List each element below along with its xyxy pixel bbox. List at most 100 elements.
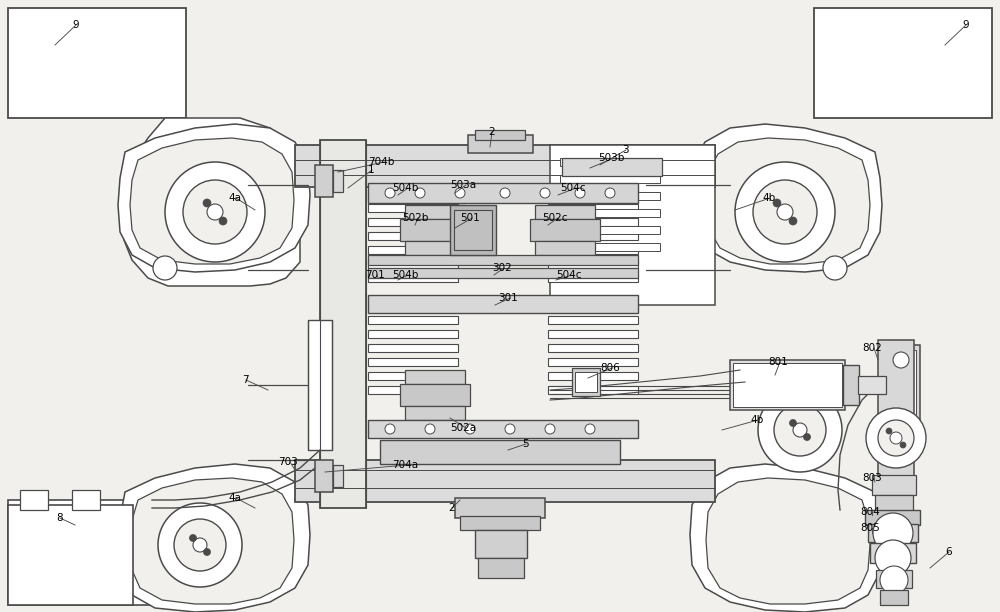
Circle shape [465, 424, 475, 434]
Bar [475, 530, 527, 558]
Circle shape [193, 538, 207, 552]
Text: 804: 804 [860, 507, 880, 517]
Text: 5: 5 [522, 439, 529, 449]
Bar [320, 140, 366, 508]
Bar [368, 330, 458, 338]
Text: 504c: 504c [556, 270, 582, 280]
Bar [405, 241, 465, 255]
Bar [368, 358, 458, 366]
Bar [72, 490, 100, 510]
Text: 6: 6 [945, 547, 952, 557]
Bar [550, 145, 715, 305]
Text: 4a: 4a [228, 193, 241, 203]
Text: 3: 3 [622, 145, 629, 155]
Circle shape [880, 566, 908, 594]
Circle shape [789, 419, 796, 427]
Bar [8, 505, 133, 605]
Bar [880, 590, 908, 605]
Bar [560, 226, 660, 234]
Polygon shape [706, 478, 870, 604]
Text: 502a: 502a [450, 423, 476, 433]
Text: 8: 8 [56, 513, 63, 523]
Bar [870, 543, 916, 563]
Bar [400, 219, 470, 241]
Bar [560, 209, 660, 217]
Bar [478, 558, 524, 578]
Circle shape [500, 188, 510, 198]
Text: 504b: 504b [392, 183, 418, 193]
Bar [548, 274, 638, 282]
Bar [868, 524, 918, 542]
Text: 503a: 503a [450, 180, 476, 190]
Circle shape [203, 199, 211, 207]
Text: 9: 9 [72, 20, 79, 30]
Circle shape [505, 424, 515, 434]
Text: 504b: 504b [392, 270, 418, 280]
Circle shape [385, 424, 395, 434]
Circle shape [605, 188, 615, 198]
Bar [548, 358, 638, 366]
Bar [882, 345, 920, 440]
Bar [368, 255, 638, 265]
Bar [405, 205, 465, 219]
Bar [548, 204, 638, 212]
Bar [450, 205, 496, 255]
Bar [575, 372, 597, 392]
Circle shape [886, 428, 892, 434]
Text: 4b: 4b [762, 193, 775, 203]
Text: 301: 301 [498, 293, 518, 303]
Text: 2: 2 [448, 503, 455, 513]
Bar [560, 192, 660, 200]
Bar [858, 376, 886, 394]
Text: 801: 801 [768, 357, 788, 367]
Text: 4b: 4b [750, 415, 763, 425]
Bar [308, 320, 332, 450]
Bar [368, 372, 458, 380]
Circle shape [153, 256, 177, 280]
Text: 806: 806 [600, 363, 620, 373]
Circle shape [900, 442, 906, 448]
Bar [368, 260, 458, 268]
Text: 501: 501 [460, 213, 480, 223]
Bar [405, 406, 465, 420]
Circle shape [585, 424, 595, 434]
Bar [886, 350, 916, 435]
Bar [872, 475, 916, 495]
Bar [535, 205, 595, 219]
Bar [368, 218, 458, 226]
Text: 7: 7 [242, 375, 249, 385]
Text: 2: 2 [488, 127, 495, 137]
Bar [315, 165, 333, 197]
Bar [548, 316, 638, 324]
Bar [730, 360, 845, 410]
Bar [560, 175, 660, 183]
Bar [368, 386, 458, 394]
Text: 502b: 502b [402, 213, 428, 223]
Circle shape [165, 162, 265, 262]
Bar [548, 190, 638, 198]
Circle shape [575, 188, 585, 198]
Circle shape [875, 540, 911, 576]
Bar [315, 460, 333, 492]
Bar [548, 386, 638, 394]
Bar [572, 368, 600, 396]
Bar [865, 510, 920, 525]
Bar [333, 170, 343, 192]
Text: 4a: 4a [228, 493, 241, 503]
Text: 9: 9 [962, 20, 969, 30]
Circle shape [823, 256, 847, 280]
Bar [295, 460, 715, 502]
Bar [8, 500, 153, 605]
Text: 803: 803 [862, 473, 882, 483]
Bar [368, 316, 458, 324]
Bar [876, 570, 912, 588]
Circle shape [455, 188, 465, 198]
Text: 302: 302 [492, 263, 512, 273]
Circle shape [540, 188, 550, 198]
Bar [733, 363, 842, 407]
Circle shape [219, 217, 227, 225]
Bar [333, 465, 343, 487]
Circle shape [753, 180, 817, 244]
Bar [562, 158, 662, 176]
Polygon shape [124, 118, 300, 286]
